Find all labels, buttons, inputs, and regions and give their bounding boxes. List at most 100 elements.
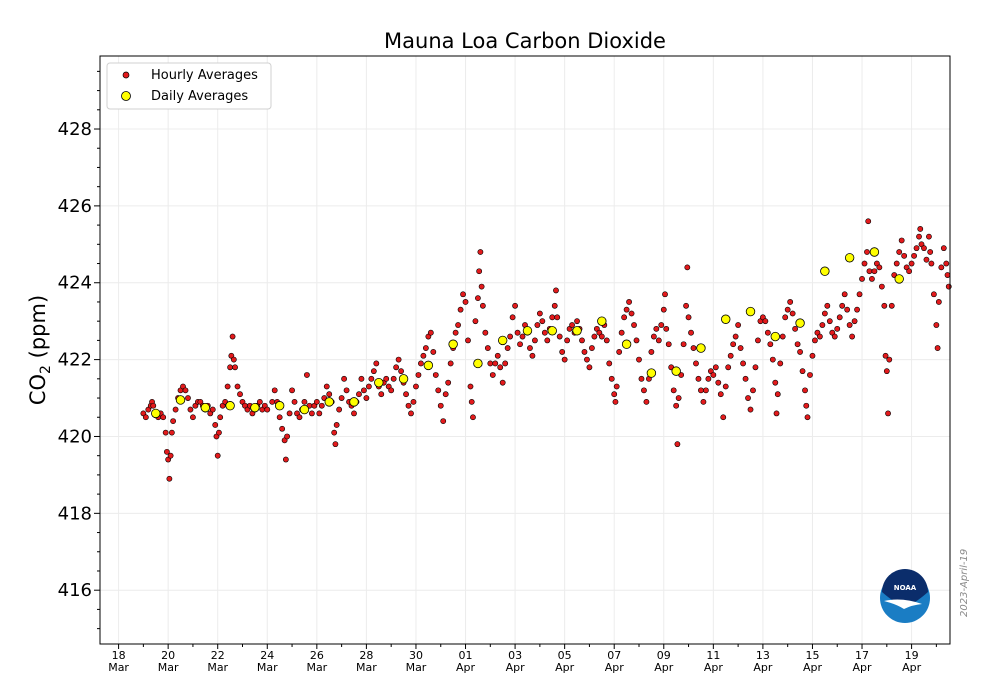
hourly-average-point [363,395,370,401]
hourly-average-point [574,318,580,325]
x-tick-month-label: Apr [555,661,575,674]
hourly-average-point [735,322,742,328]
hourly-average-point [413,383,419,390]
hourly-average-point [289,387,295,394]
x-tick-day-label: 26 [310,649,324,662]
hourly-average-point [799,368,806,375]
hourly-average-point [923,256,930,263]
hourly-average-point [365,383,372,390]
x-tick-month-label: Mar [406,661,427,674]
hourly-average-point [943,260,950,267]
hourly-average-point [216,429,222,436]
hourly-average-point [534,322,541,328]
hourly-average-point [442,391,449,398]
hourly-average-point [819,322,826,328]
hourly-average-point [854,306,860,313]
hourly-average-point [886,356,893,363]
hourly-average-point [561,356,568,363]
hourly-average-point [478,283,485,290]
hourly-average-point [398,368,404,375]
x-tick-month-label: Mar [356,661,377,674]
hourly-average-point [536,310,543,317]
legend-daily-marker [121,91,131,101]
hourly-average-point [750,387,756,394]
hourly-average-point [839,302,846,309]
hourly-average-point [455,322,461,328]
hourly-average-point [559,349,566,355]
hourly-average-point [332,441,339,448]
hourly-average-point [650,333,657,340]
hourly-average-point [831,333,838,340]
hourly-average-point [282,456,289,463]
legend-hourly-marker [122,71,130,79]
x-tick-day-label: 11 [706,649,720,662]
hourly-average-point [705,375,712,382]
hourly-average-point [323,383,330,390]
hourly-average-point [172,406,179,413]
hourly-average-point [824,302,831,309]
hourly-average-point [898,237,905,244]
hourly-average-point [945,283,952,290]
hourly-average-point [703,387,709,394]
daily-average-point [745,306,756,317]
hourly-average-point [427,329,434,336]
y-tick-label: 418 [58,503,92,524]
hourly-average-point [544,337,551,344]
hourly-average-point [462,299,469,305]
hourly-average-point [715,379,722,386]
hourly-average-point [470,414,476,421]
x-tick-day-label: 20 [161,649,175,662]
hourly-average-point [440,418,447,424]
hourly-average-point [804,414,811,421]
hourly-average-point [437,402,444,409]
hourly-average-point [554,314,561,321]
hourly-average-point [430,349,437,355]
hourly-average-point [933,322,940,328]
hourly-average-point [162,429,169,436]
legend-daily-label: Daily Averages [151,89,248,104]
hourly-average-point [797,349,803,355]
hourly-average-point [532,337,538,344]
hourly-average-point [844,306,851,313]
hourly-average-point [217,414,224,421]
hourly-average-point [685,314,692,321]
hourly-average-point [888,302,895,309]
hourly-average-point [475,295,481,302]
y-axis-label-unit: (ppm) [26,295,50,365]
hourly-average-point [457,306,464,313]
hourly-average-point [539,318,546,325]
hourly-average-point [190,414,196,421]
x-tick-day-label: 19 [905,649,919,662]
hourly-average-point [541,329,548,336]
x-tick-day-label: 30 [409,649,423,662]
hourly-average-point [301,398,308,405]
y-tick-label: 420 [58,426,92,447]
hourly-average-point [447,360,454,367]
hourly-average-point [549,314,556,321]
hourly-average-point [170,418,177,424]
daily-average-point [200,402,211,413]
daily-average-point [597,316,607,326]
hourly-average-point [928,260,935,267]
daily-average-point [820,266,830,276]
hourly-average-point [633,337,640,344]
hourly-average-point [432,372,439,378]
daily-average-point [175,395,186,405]
hourly-average-point [730,341,737,348]
hourly-average-point [465,337,471,344]
hourly-average-point [405,402,412,409]
hourly-average-point [621,314,628,321]
hourly-average-point [229,333,236,340]
x-tick-month-label: Apr [456,661,476,674]
hourly-average-point [415,372,422,378]
hourly-average-point [663,325,670,332]
hourly-average-point [168,429,175,436]
hourly-average-point [935,299,942,305]
daily-average-point [795,318,805,328]
daily-average-point [696,343,706,353]
hourly-average-point [861,260,868,267]
hourly-average-point [581,349,588,355]
hourly-average-point [291,398,298,405]
hourly-average-point [356,391,362,398]
